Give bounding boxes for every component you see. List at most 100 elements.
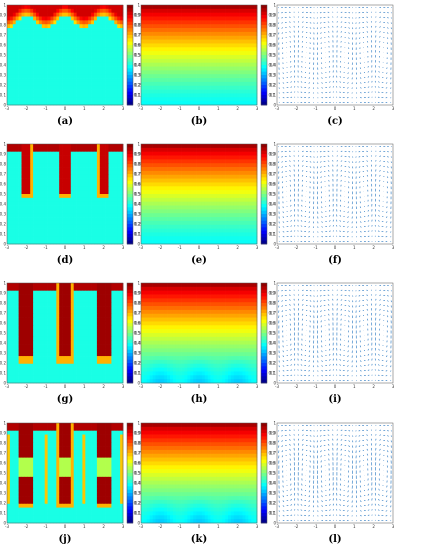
- heatmap-cell: [196, 151, 200, 156]
- heatmap-cell: [91, 85, 95, 90]
- heatmap-cell: [105, 236, 109, 241]
- heatmap-cell: [111, 8, 115, 14]
- heatmap-cell: [245, 85, 249, 90]
- heatmap-cell: [41, 228, 46, 233]
- heatmap-cell: [108, 101, 112, 106]
- heatmap-cell: [76, 16, 80, 21]
- heatmap-cell: [251, 217, 255, 222]
- velocity-arrow: [385, 87, 388, 89]
- heatmap-cell: [47, 78, 51, 83]
- heatmap-cell: [38, 228, 43, 233]
- heatmap-cell: [30, 43, 34, 48]
- heatmap-cell: [94, 186, 98, 191]
- heatmap-cell: [201, 43, 206, 48]
- heatmap-cell: [82, 228, 86, 233]
- velocity-arrow: [346, 92, 349, 94]
- heatmap-cell: [85, 213, 89, 218]
- heatmap-cell: [18, 205, 22, 210]
- heatmap-cell: [38, 55, 43, 60]
- heatmap-cell: [251, 224, 255, 229]
- heatmap-cell: [99, 151, 104, 156]
- heatmap-cell: [62, 147, 66, 153]
- heatmap-cell: [105, 170, 109, 176]
- heatmap-cell: [111, 85, 115, 90]
- heatmap-cell: [73, 24, 77, 29]
- heatmap-cell: [56, 220, 60, 226]
- heatmap-cell: [143, 240, 148, 245]
- velocity-arrow: [366, 36, 369, 38]
- heatmap-cell: [50, 236, 54, 241]
- heatmap-cell: [9, 194, 14, 199]
- heatmap-cell: [47, 147, 51, 153]
- heatmap-cell: [199, 182, 203, 187]
- heatmap-cell: [219, 240, 223, 245]
- heatmap-cell: [47, 232, 51, 237]
- heatmap-cell: [152, 28, 156, 33]
- heatmap-cell: [184, 20, 188, 25]
- heatmap-cell: [187, 174, 191, 179]
- heatmap-cell: [12, 16, 17, 21]
- heatmap-cell: [193, 174, 197, 179]
- heatmap-cell: [184, 201, 188, 206]
- velocity-arrow: [328, 76, 331, 78]
- colorbar-segment: [127, 41, 133, 46]
- y-tick-label: 0.3: [0, 211, 6, 216]
- heatmap-cell: [27, 190, 31, 195]
- heatmap-cell: [111, 151, 115, 156]
- heatmap-cell: [219, 81, 223, 87]
- heatmap-cell: [210, 236, 214, 241]
- heatmap-cell: [73, 58, 77, 64]
- velocity-arrow: [359, 77, 362, 79]
- velocity-arrow: [309, 22, 312, 24]
- heatmap-cell: [167, 163, 171, 168]
- heatmap-cell: [190, 220, 194, 226]
- heatmap-cell: [233, 201, 238, 206]
- heatmap-cell: [172, 24, 177, 29]
- heatmap-cell: [79, 70, 83, 75]
- heatmap-cell: [201, 201, 206, 206]
- heatmap-cell: [108, 205, 112, 210]
- heatmap-cell: [167, 93, 171, 98]
- heatmap-cell: [41, 85, 46, 90]
- heatmap-cell: [233, 78, 238, 83]
- heatmap-cell: [15, 144, 19, 149]
- heatmap-cell: [158, 201, 162, 206]
- heatmap-cell: [47, 201, 51, 206]
- heatmap-cell: [199, 144, 203, 149]
- heatmap-cell: [15, 12, 19, 17]
- heatmap-cell: [167, 240, 171, 245]
- velocity-arrow: [300, 76, 303, 78]
- heatmap-cell: [79, 205, 83, 210]
- heatmap-cell: [158, 81, 162, 87]
- heatmap-cell: [53, 170, 57, 176]
- heatmap-cell: [164, 97, 168, 102]
- heatmap-cell: [117, 228, 121, 233]
- heatmap-cell: [18, 159, 22, 164]
- heatmap-cell: [251, 220, 255, 226]
- velocity-arrow: [385, 92, 388, 94]
- heatmap-cell: [99, 167, 104, 172]
- heatmap-cell: [47, 28, 51, 33]
- heatmap-cell: [73, 151, 77, 156]
- heatmap-cell: [12, 217, 17, 222]
- heatmap-cell: [225, 62, 229, 67]
- heatmap-cell: [21, 35, 25, 40]
- heatmap-cell: [108, 220, 112, 226]
- velocity-arrow: [375, 21, 377, 23]
- heatmap-cell: [7, 28, 11, 33]
- heatmap-cell: [27, 163, 31, 168]
- heatmap-cell: [228, 167, 232, 172]
- heatmap-cell: [164, 16, 168, 21]
- heatmap-cell: [108, 93, 112, 98]
- heatmap-cell: [164, 236, 168, 241]
- heatmap-cell: [9, 89, 14, 94]
- heatmap-cell: [117, 55, 121, 60]
- heatmap-cell: [149, 167, 153, 172]
- heatmap-cell: [207, 182, 211, 187]
- heatmap-cell: [30, 209, 34, 214]
- heatmap-cell: [102, 5, 106, 10]
- heatmap-cell: [12, 232, 17, 237]
- heatmap-cell: [36, 43, 40, 48]
- heatmap-cell: [59, 170, 63, 176]
- heatmap-cell: [170, 51, 174, 56]
